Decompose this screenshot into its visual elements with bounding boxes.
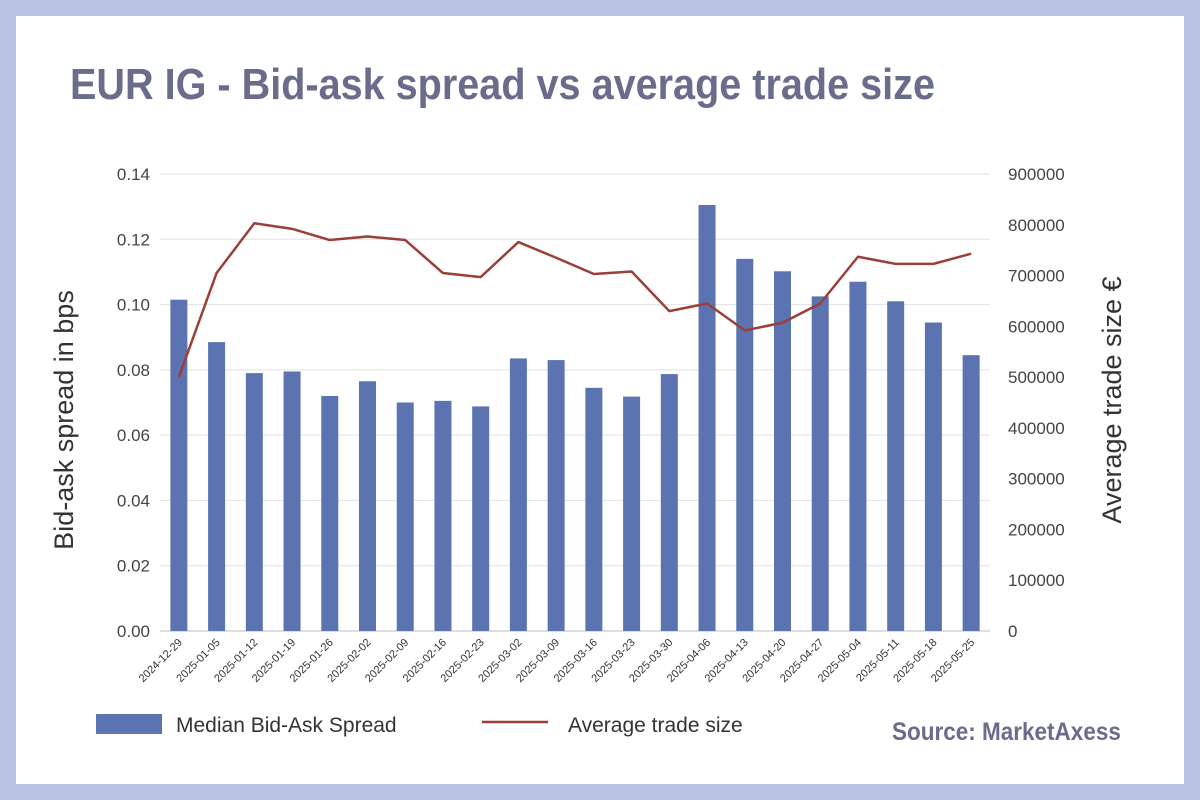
- left-tick-label: 0.10: [117, 296, 150, 315]
- bar: [849, 281, 867, 631]
- bar: [962, 355, 980, 631]
- right-tick-label: 100000: [1008, 571, 1065, 590]
- bar: [547, 360, 565, 631]
- left-axis-ticks: 0.00 0.02 0.04 0.06 0.08 0.10 0.12 0.14: [117, 165, 150, 641]
- left-tick-label: 0.00: [117, 622, 150, 641]
- bar: [698, 205, 716, 631]
- bar: [509, 358, 527, 631]
- bar: [585, 387, 603, 631]
- left-tick-label: 0.04: [117, 491, 150, 510]
- bar: [660, 374, 678, 631]
- bar: [359, 381, 376, 631]
- bar-series: [170, 205, 980, 631]
- right-tick-label: 500000: [1008, 368, 1065, 387]
- bar: [321, 395, 339, 631]
- bar: [811, 296, 829, 631]
- legend-label-line: Average trade size: [568, 714, 743, 737]
- right-tick-label: 800000: [1008, 216, 1065, 235]
- chart-title: EUR IG - Bid-ask spread vs average trade…: [70, 60, 935, 109]
- bar: [170, 299, 188, 631]
- bar: [736, 258, 754, 631]
- trade-size-line: [177, 222, 972, 378]
- line-series: [177, 222, 972, 378]
- bar: [623, 396, 641, 631]
- right-axis-label: Average trade size €: [1097, 276, 1127, 523]
- left-axis-label: Bid-ask spread in bps: [49, 290, 79, 550]
- bar: [283, 371, 301, 631]
- right-tick-label: 0: [1008, 622, 1017, 641]
- x-axis-ticks: 2024-12-292025-01-052025-01-122025-01-19…: [137, 637, 978, 685]
- bar: [434, 400, 452, 631]
- source-note: Source: MarketAxess: [892, 718, 1121, 746]
- right-tick-label: 300000: [1008, 470, 1065, 489]
- right-axis-ticks: 0 100000 200000 300000 400000 500000 600000 700…: [1008, 165, 1065, 641]
- right-tick-label: 200000: [1008, 520, 1065, 539]
- left-tick-label: 0.14: [117, 165, 150, 184]
- left-tick-label: 0.08: [117, 361, 150, 380]
- bar: [887, 301, 905, 631]
- legend-label-bar: Median Bid-Ask Spread: [176, 714, 397, 737]
- right-tick-label: 700000: [1008, 267, 1065, 286]
- right-tick-label: 600000: [1008, 317, 1065, 336]
- bar: [396, 402, 414, 631]
- left-tick-label: 0.02: [117, 557, 150, 576]
- bar: [774, 271, 791, 631]
- right-tick-label: 400000: [1008, 419, 1065, 438]
- legend: Median Bid-Ask Spread Average trade size: [96, 714, 743, 737]
- bar: [472, 406, 490, 631]
- legend-swatch-bar: [96, 714, 162, 734]
- bar: [245, 373, 263, 631]
- left-tick-label: 0.12: [117, 230, 150, 249]
- bar: [924, 322, 942, 631]
- left-tick-label: 0.06: [117, 426, 150, 445]
- bar: [208, 342, 226, 631]
- right-tick-label: 900000: [1008, 165, 1065, 184]
